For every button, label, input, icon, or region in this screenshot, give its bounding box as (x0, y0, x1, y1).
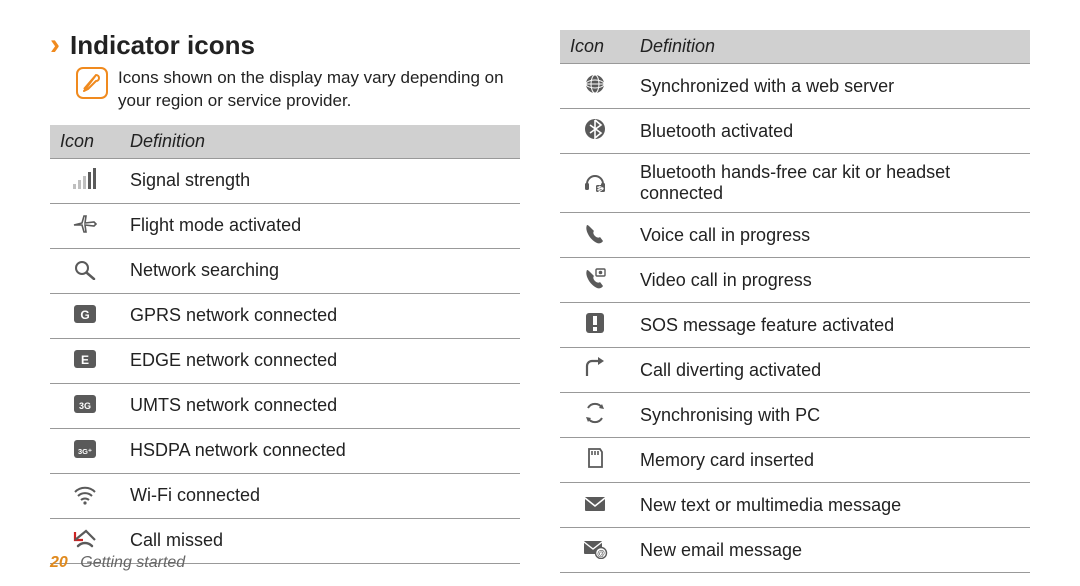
definition-cell: Voice call in progress (630, 213, 1030, 258)
definition-cell: Wi-Fi connected (120, 473, 520, 518)
svg-text:@: @ (597, 549, 605, 558)
icons-table-left: Icon Definition Signal strengthFlight mo… (50, 125, 520, 564)
definition-cell: Flight mode activated (120, 203, 520, 248)
col-header-icon: Icon (50, 125, 120, 159)
page-number: 20 (50, 554, 68, 571)
wifi-icon (50, 473, 120, 518)
badge-3g-icon: 3G (50, 383, 120, 428)
definition-cell: GPRS network connected (120, 293, 520, 338)
note-icon (76, 67, 108, 99)
video-call-icon (560, 258, 630, 303)
definition-cell: Network searching (120, 248, 520, 293)
table-row: 3G UMTS network connected (50, 383, 520, 428)
page-footer: 20 Getting started (50, 554, 185, 572)
svg-text:3G⁺: 3G⁺ (78, 447, 92, 456)
sd-card-icon (560, 438, 630, 483)
section-title: › Indicator icons (50, 30, 520, 61)
badge-e-icon: E (50, 338, 120, 383)
definition-cell: Synchronized with a web server (630, 64, 1030, 109)
email-at-icon: @ (560, 528, 630, 573)
definition-cell: UMTS network connected (120, 383, 520, 428)
divert-icon (560, 348, 630, 393)
col-header-icon: Icon (560, 30, 630, 64)
sync-pc-icon (560, 393, 630, 438)
table-row: Voice call in progress (560, 213, 1030, 258)
definition-cell: New email message (630, 528, 1030, 573)
envelope-icon (560, 483, 630, 528)
table-row: Synchronising with PC (560, 393, 1030, 438)
svg-text:G: G (80, 308, 89, 322)
info-note: Icons shown on the display may vary depe… (76, 67, 520, 113)
table-row: Bluetooth activated (560, 109, 1030, 154)
table-row: E EDGE network connected (50, 338, 520, 383)
bluetooth-icon (560, 109, 630, 154)
sync-web-icon (560, 64, 630, 109)
definition-cell: Video call in progress (630, 258, 1030, 303)
icons-table-right: Icon Definition Synchronized with a web … (560, 30, 1030, 573)
sos-icon (560, 303, 630, 348)
definition-cell: EDGE network connected (120, 338, 520, 383)
badge-g-icon: G (50, 293, 120, 338)
svg-text:E: E (81, 353, 89, 367)
heading-text: Indicator icons (70, 30, 255, 61)
definition-cell: Bluetooth activated (630, 109, 1030, 154)
table-row: Wi-Fi connected (50, 473, 520, 518)
plane-icon (50, 203, 120, 248)
bt-headset-icon (560, 154, 630, 213)
note-text: Icons shown on the display may vary depe… (118, 67, 520, 113)
definition-cell: Synchronising with PC (630, 393, 1030, 438)
chevron-icon: › (50, 30, 60, 60)
table-row: 3G⁺ HSDPA network connected (50, 428, 520, 473)
table-row: Signal strength (50, 158, 520, 203)
table-row: New text or multimedia message (560, 483, 1030, 528)
voice-call-icon (560, 213, 630, 258)
table-row: Video call in progress (560, 258, 1030, 303)
section-name: Getting started (80, 554, 185, 571)
definition-cell: Signal strength (120, 158, 520, 203)
col-header-definition: Definition (120, 125, 520, 159)
table-row: Synchronized with a web server (560, 64, 1030, 109)
badge-3gplus-icon: 3G⁺ (50, 428, 120, 473)
table-row: SOS message feature activated (560, 303, 1030, 348)
definition-cell: New text or multimedia message (630, 483, 1030, 528)
definition-cell: Bluetooth hands-free car kit or headset … (630, 154, 1030, 213)
table-row: Bluetooth hands-free car kit or headset … (560, 154, 1030, 213)
search-icon (50, 248, 120, 293)
svg-text:3G: 3G (79, 401, 91, 411)
table-row: Call diverting activated (560, 348, 1030, 393)
signal-icon (50, 158, 120, 203)
table-row: Flight mode activated (50, 203, 520, 248)
table-row: Network searching (50, 248, 520, 293)
table-row: G GPRS network connected (50, 293, 520, 338)
definition-cell: HSDPA network connected (120, 428, 520, 473)
definition-cell: Call diverting activated (630, 348, 1030, 393)
definition-cell: SOS message feature activated (630, 303, 1030, 348)
col-header-definition: Definition (630, 30, 1030, 64)
table-row: Memory card inserted (560, 438, 1030, 483)
definition-cell: Memory card inserted (630, 438, 1030, 483)
table-row: @ New email message (560, 528, 1030, 573)
